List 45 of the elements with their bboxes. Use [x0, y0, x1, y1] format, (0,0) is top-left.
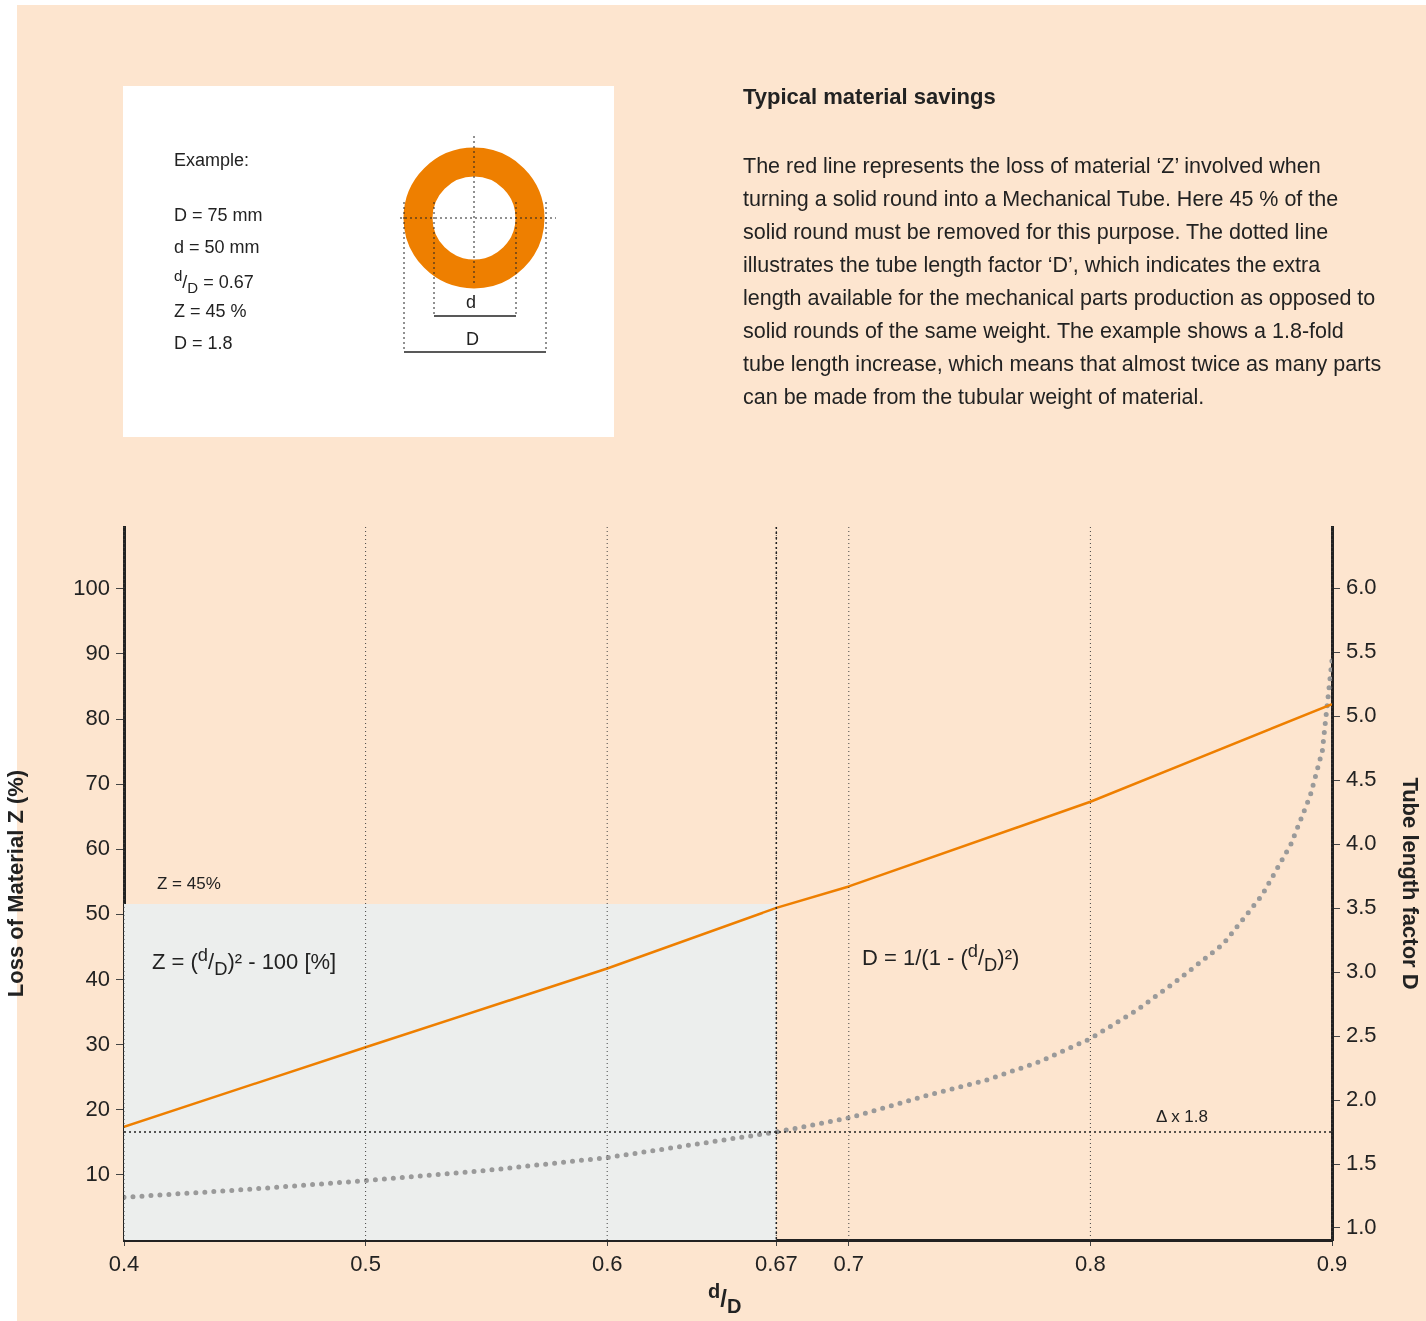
y2-tick-label: 3.0	[1346, 958, 1377, 984]
y-tick-label: 50	[85, 900, 110, 926]
x-axis-title: $^{d}$/$_{D}$	[708, 1280, 742, 1318]
x-tick-label: 0.67	[754, 1251, 798, 1277]
chart-title: Typical material savings	[743, 84, 996, 110]
y2-tick-label: 4.0	[1346, 830, 1377, 856]
y2-tick-label: 3.5	[1346, 894, 1377, 920]
ref-line-label: Δ x 1.8	[1156, 1107, 1208, 1127]
y-axis-title: Loss of Material Z (%)	[3, 769, 29, 998]
y2-tick-label: 4.5	[1346, 766, 1377, 792]
annotation: Z = 45%	[157, 874, 221, 894]
annotation: D = 1/(1 - ($^{d}$/$_{D}$)²)	[862, 940, 1020, 976]
y2-tick-label: 5.5	[1346, 638, 1377, 664]
y-tick-label: 10	[85, 1160, 110, 1186]
y2-tick-label: 2.5	[1346, 1022, 1377, 1048]
y-tick-label: 60	[85, 835, 110, 861]
text: $^{d}$/$_{D}$ = 0.67	[174, 267, 254, 296]
text: D = 75 mm	[174, 205, 263, 226]
x-tick-label: 0.6	[591, 1251, 623, 1277]
y-tick-label: 90	[85, 640, 110, 666]
y2-tick-label: 6.0	[1346, 574, 1377, 600]
y-tick-label: 30	[85, 1030, 110, 1056]
text: D	[466, 329, 479, 350]
text: Z = 45 %	[174, 301, 247, 322]
annotation: Z = ($^{d}$/$_{D}$)² - 100 [%]	[152, 944, 337, 980]
x-tick-label: 0.8	[1075, 1251, 1106, 1277]
text: D = 1.8	[174, 333, 233, 354]
chart-subtitle: The red line represents the loss of material ‘Z’ involved when turning a solid round into a Mechanical Tube. Here 45 % of the solid round must be removed for this purpose. The dotted line illustrates the tube length factor ‘D’, which indicates the extra length available for the mechanical parts production as opposed to solid rounds of the same weight. The example shows a 1.8-fold tube length increase, which means that almost twice as many parts can be made from the tubular weight of material.	[743, 153, 1383, 411]
y-tick-label: 40	[85, 965, 110, 991]
y-tick-label: 80	[85, 705, 110, 731]
y2-tick-label: 1.0	[1346, 1214, 1377, 1240]
y2-axis-title: Tube length factor D	[1397, 777, 1423, 990]
text: d = 50 mm	[174, 237, 260, 258]
y2-tick-label: 2.0	[1346, 1086, 1377, 1112]
x-tick-label: 0.5	[350, 1251, 381, 1277]
y-tick-label: 100	[73, 574, 110, 600]
y2-tick-label: 5.0	[1346, 702, 1377, 728]
y2-tick-label: 1.5	[1346, 1150, 1377, 1176]
text: Example:	[174, 150, 250, 171]
text: d	[466, 292, 477, 313]
x-tick-label: 0.7	[833, 1251, 865, 1277]
y-tick-label: 70	[85, 770, 110, 796]
y-tick-label: 20	[85, 1095, 110, 1121]
x-tick-label: 0.4	[108, 1251, 140, 1277]
x-tick-label: 0.9	[1316, 1251, 1348, 1277]
